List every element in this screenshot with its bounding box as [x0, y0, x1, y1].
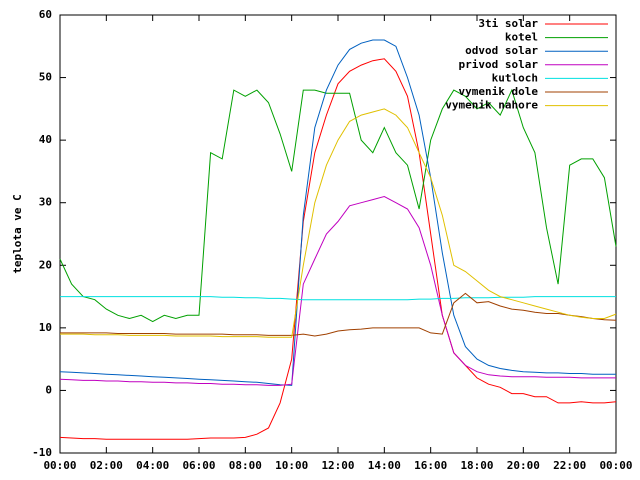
series-line: [59, 39, 616, 386]
y-tick-label: 50: [39, 71, 52, 84]
series-line: [59, 195, 616, 386]
x-tick-label: 18:00: [460, 459, 493, 472]
x-tick-label: 20:00: [507, 459, 540, 472]
y-tick-label: 30: [39, 196, 52, 209]
x-tick-label: 14:00: [368, 459, 401, 472]
legend-label: privod solar: [459, 58, 539, 71]
legend-label: kotel: [505, 31, 538, 44]
x-tick-label: 22:00: [553, 459, 586, 472]
x-tick-label: 06:00: [182, 459, 215, 472]
x-tick-label: 02:00: [90, 459, 123, 472]
y-axis-label: teplota ve C: [11, 194, 24, 273]
legend-label: vymenik dole: [459, 85, 539, 98]
legend-label: 3ti solar: [478, 17, 538, 30]
y-tick-label: 0: [45, 383, 52, 396]
series-line: [59, 58, 617, 440]
y-tick-label: 20: [39, 258, 52, 271]
x-tick-label: 12:00: [321, 459, 354, 472]
legend-label: odvod solar: [465, 44, 538, 57]
series-line: [60, 108, 617, 338]
series-line: [60, 292, 617, 337]
x-tick-label: 10:00: [275, 459, 308, 472]
series-line: [59, 88, 617, 323]
y-tick-label: 60: [39, 8, 52, 21]
x-tick-label: 08:00: [229, 459, 262, 472]
x-tick-label: 00:00: [43, 459, 76, 472]
y-tick-label: -10: [32, 446, 52, 459]
y-tick-label: 40: [39, 133, 52, 146]
x-tick-label: 04:00: [136, 459, 169, 472]
legend-label: vymenik nahore: [445, 99, 538, 112]
x-tick-label: 16:00: [414, 459, 447, 472]
plot-border: [59, 14, 617, 454]
y-tick-label: 10: [39, 321, 52, 334]
x-tick-label: 00:00: [599, 459, 632, 472]
series-line: [60, 296, 616, 301]
legend-label: kutloch: [492, 71, 538, 84]
